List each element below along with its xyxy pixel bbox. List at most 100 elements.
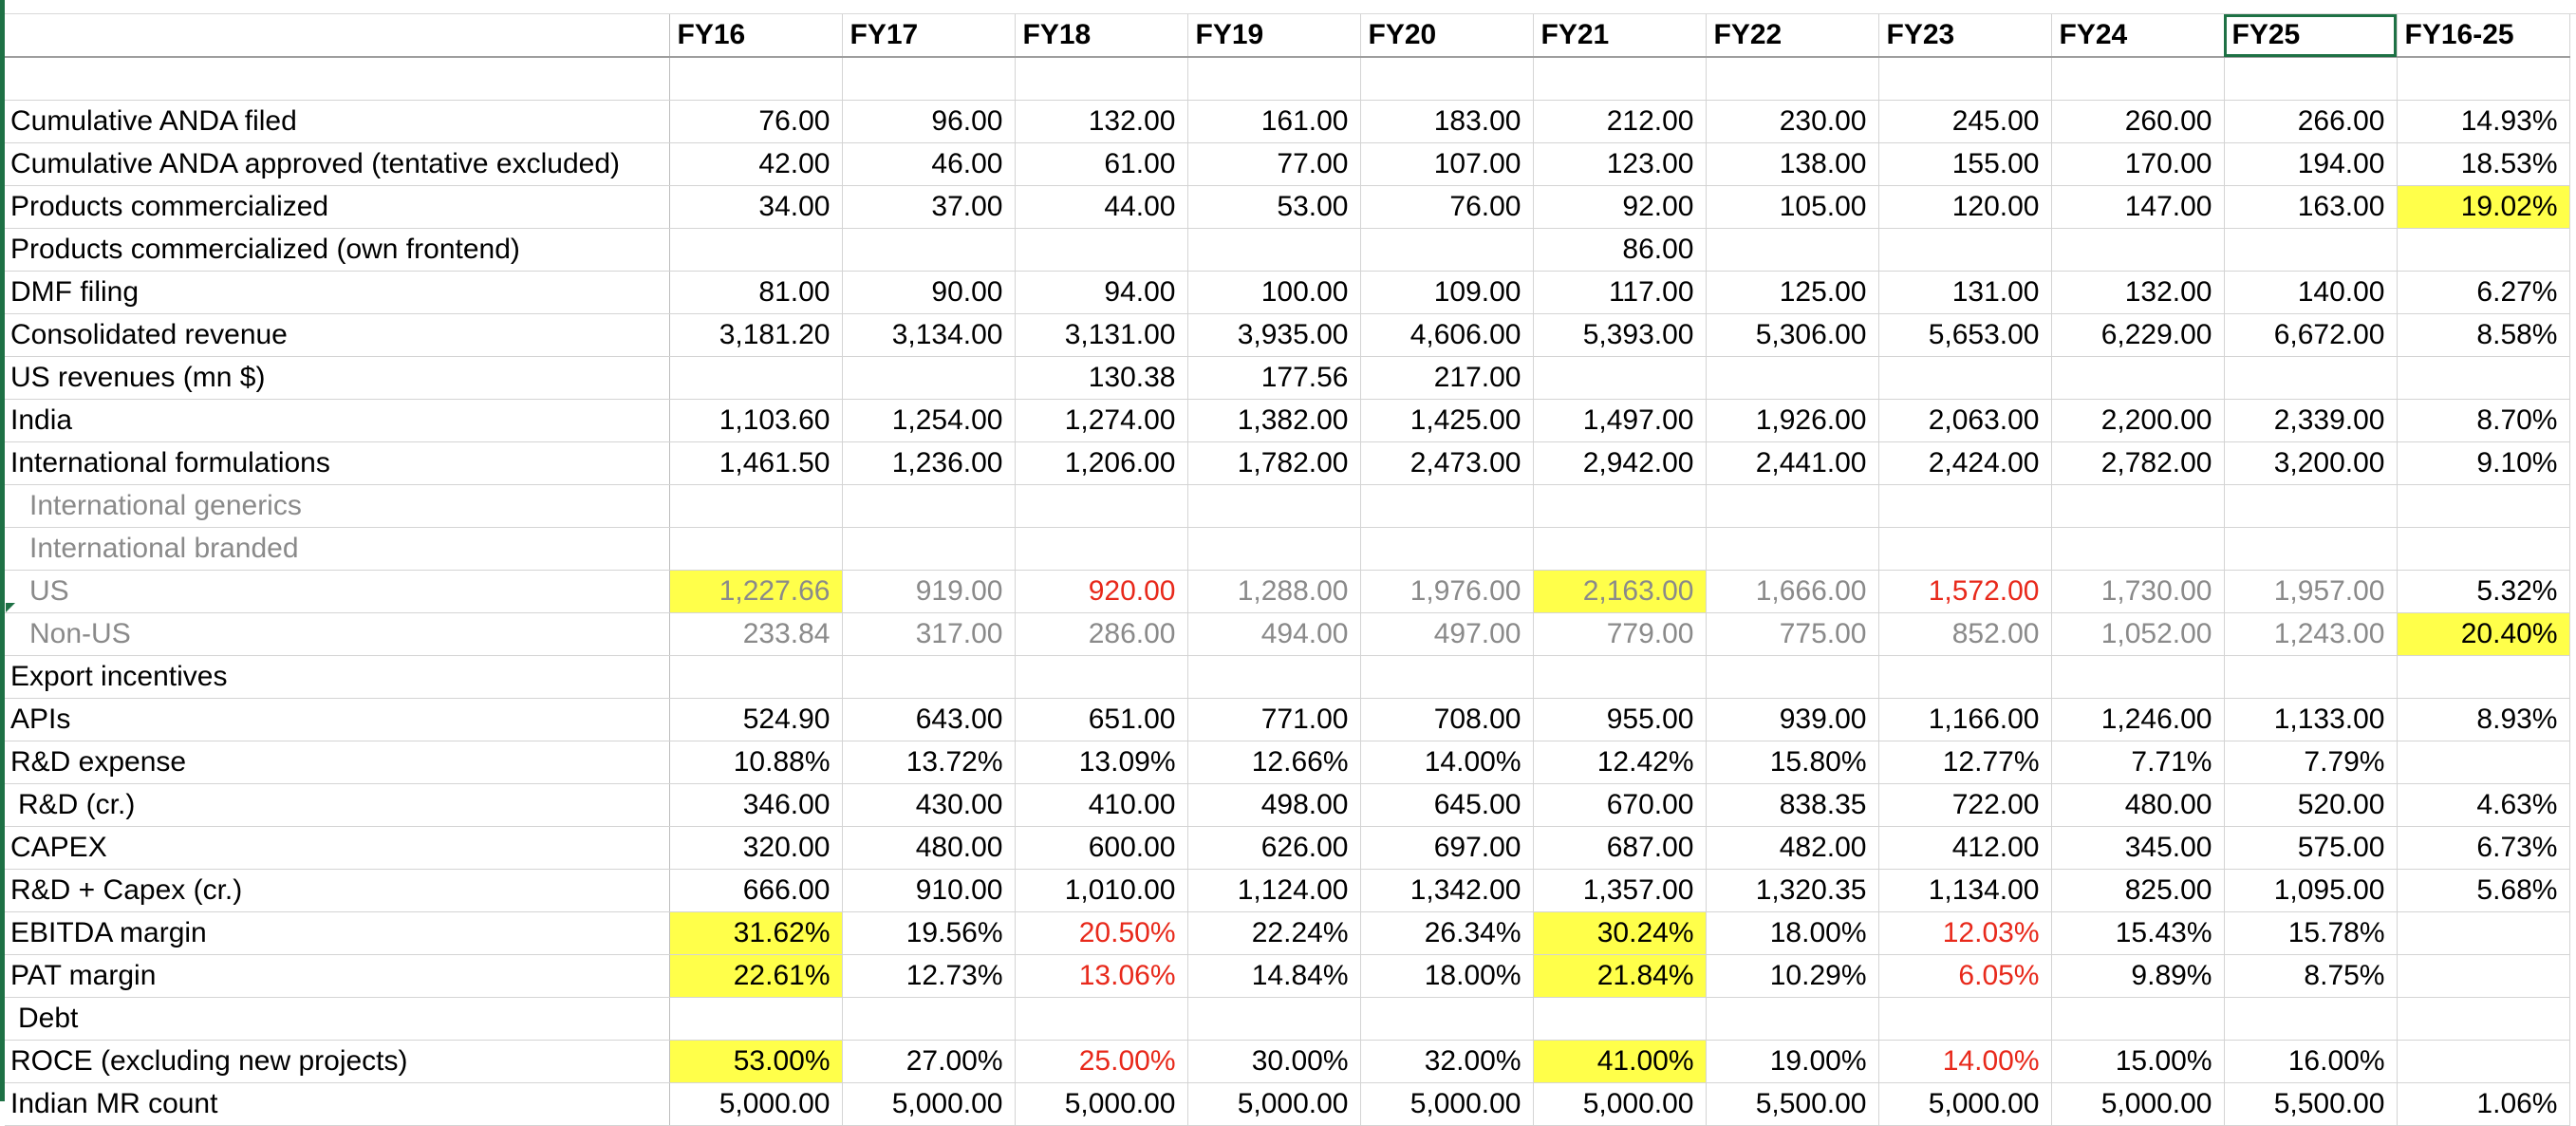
table-cell[interactable]: 233.84 (669, 612, 843, 656)
table-cell[interactable] (1533, 356, 1707, 400)
table-cell[interactable]: 5,000.00 (1015, 1082, 1188, 1126)
column-header-cell[interactable]: FY19 (1187, 14, 1361, 58)
table-cell[interactable] (1878, 228, 2052, 272)
row-label-cell[interactable]: DMF filing (5, 271, 670, 314)
table-cell[interactable]: 4.63% (2397, 783, 2570, 827)
table-cell[interactable]: 14.84% (1187, 954, 1361, 998)
table-cell[interactable] (2224, 228, 2398, 272)
table-cell[interactable] (669, 356, 843, 400)
table-cell[interactable]: 117.00 (1533, 271, 1707, 314)
row-label-cell[interactable]: CAPEX (5, 826, 670, 870)
table-cell[interactable]: 1,320.35 (1706, 869, 1879, 912)
table-cell[interactable] (2051, 356, 2225, 400)
table-cell[interactable]: 643.00 (842, 698, 1016, 741)
table-cell[interactable]: 41.00% (1533, 1040, 1707, 1083)
table-cell[interactable]: 1,288.00 (1187, 570, 1361, 613)
table-cell[interactable]: 480.00 (2051, 783, 2225, 827)
table-cell[interactable]: 838.35 (1706, 783, 1879, 827)
table-cell[interactable]: 1,236.00 (842, 441, 1016, 485)
table-cell[interactable]: 123.00 (1533, 142, 1707, 186)
table-cell[interactable] (2224, 527, 2398, 571)
table-cell[interactable] (2224, 356, 2398, 400)
table-cell[interactable]: 230.00 (1706, 100, 1879, 143)
table-cell[interactable] (2397, 954, 2570, 998)
table-cell[interactable] (2397, 57, 2570, 101)
table-cell[interactable]: 920.00 (1015, 570, 1188, 613)
table-cell[interactable]: 1,166.00 (1878, 698, 2052, 741)
column-header-cell[interactable]: FY18 (1015, 14, 1188, 58)
table-cell[interactable]: 147.00 (2051, 185, 2225, 229)
table-cell[interactable]: 1,342.00 (1360, 869, 1534, 912)
table-cell[interactable] (1878, 655, 2052, 699)
table-cell[interactable]: 320.00 (669, 826, 843, 870)
table-cell[interactable]: 12.66% (1187, 741, 1361, 784)
table-cell[interactable] (1187, 57, 1361, 101)
table-cell[interactable] (1706, 356, 1879, 400)
table-cell[interactable] (2397, 655, 2570, 699)
table-cell[interactable]: 955.00 (1533, 698, 1707, 741)
table-cell[interactable]: 5,000.00 (669, 1082, 843, 1126)
table-cell[interactable]: 2,441.00 (1706, 441, 1879, 485)
table-cell[interactable]: 687.00 (1533, 826, 1707, 870)
table-cell[interactable]: 1,425.00 (1360, 399, 1534, 442)
table-cell[interactable]: 18.00% (1706, 911, 1879, 955)
table-cell[interactable] (2051, 997, 2225, 1041)
table-cell[interactable]: 5,393.00 (1533, 313, 1707, 357)
table-cell[interactable]: 30.24% (1533, 911, 1707, 955)
table-cell[interactable]: 5,653.00 (1878, 313, 2052, 357)
table-cell[interactable]: 2,200.00 (2051, 399, 2225, 442)
table-cell[interactable]: 1,976.00 (1360, 570, 1534, 613)
table-cell[interactable]: 1,095.00 (2224, 869, 2398, 912)
table-cell[interactable]: 5,500.00 (1706, 1082, 1879, 1126)
row-label-cell[interactable]: R&D (cr.) (5, 783, 670, 827)
table-cell[interactable]: 1,274.00 (1015, 399, 1188, 442)
table-cell[interactable]: 626.00 (1187, 826, 1361, 870)
table-cell[interactable]: 183.00 (1360, 100, 1534, 143)
table-cell[interactable] (2051, 484, 2225, 528)
table-cell[interactable]: 94.00 (1015, 271, 1188, 314)
table-cell[interactable]: 1,052.00 (2051, 612, 2225, 656)
table-cell[interactable] (1706, 655, 1879, 699)
table-cell[interactable]: 120.00 (1878, 185, 2052, 229)
table-cell[interactable]: 6.27% (2397, 271, 2570, 314)
table-cell[interactable] (842, 484, 1016, 528)
table-cell[interactable]: 412.00 (1878, 826, 2052, 870)
row-label-cell[interactable]: PAT margin (5, 954, 670, 998)
table-cell[interactable]: 482.00 (1706, 826, 1879, 870)
row-label-cell[interactable]: Cumulative ANDA approved (tentative excl… (5, 142, 670, 186)
table-cell[interactable] (1878, 484, 2052, 528)
table-cell[interactable]: 520.00 (2224, 783, 2398, 827)
row-label-cell[interactable]: EBITDA margin (5, 911, 670, 955)
table-cell[interactable]: 1,382.00 (1187, 399, 1361, 442)
table-cell[interactable]: 12.42% (1533, 741, 1707, 784)
table-cell[interactable] (2397, 997, 2570, 1041)
table-cell[interactable] (842, 356, 1016, 400)
table-cell[interactable]: 138.00 (1706, 142, 1879, 186)
table-cell[interactable]: 2,163.00 (1533, 570, 1707, 613)
table-cell[interactable] (1360, 997, 1534, 1041)
table-cell[interactable] (1533, 655, 1707, 699)
table-cell[interactable]: 20.50% (1015, 911, 1188, 955)
table-cell[interactable]: 34.00 (669, 185, 843, 229)
table-cell[interactable]: 18.53% (2397, 142, 2570, 186)
table-cell[interactable]: 346.00 (669, 783, 843, 827)
table-cell[interactable] (1015, 655, 1188, 699)
table-cell[interactable]: 6.05% (1878, 954, 2052, 998)
row-label-cell[interactable]: Indian MR count (5, 1082, 670, 1126)
table-cell[interactable]: 5,000.00 (1187, 1082, 1361, 1126)
table-cell[interactable]: 825.00 (2051, 869, 2225, 912)
table-cell[interactable]: 61.00 (1015, 142, 1188, 186)
table-cell[interactable] (1187, 655, 1361, 699)
table-cell[interactable] (1360, 527, 1534, 571)
table-cell[interactable]: 132.00 (1015, 100, 1188, 143)
table-cell[interactable] (2397, 741, 2570, 784)
table-cell[interactable]: 132.00 (2051, 271, 2225, 314)
table-cell[interactable]: 6,672.00 (2224, 313, 2398, 357)
table-cell[interactable]: 1,957.00 (2224, 570, 2398, 613)
table-cell[interactable]: 46.00 (842, 142, 1016, 186)
table-cell[interactable]: 31.62% (669, 911, 843, 955)
table-cell[interactable]: 10.88% (669, 741, 843, 784)
table-cell[interactable] (842, 57, 1016, 101)
table-cell[interactable]: 8.93% (2397, 698, 2570, 741)
table-cell[interactable] (1187, 527, 1361, 571)
